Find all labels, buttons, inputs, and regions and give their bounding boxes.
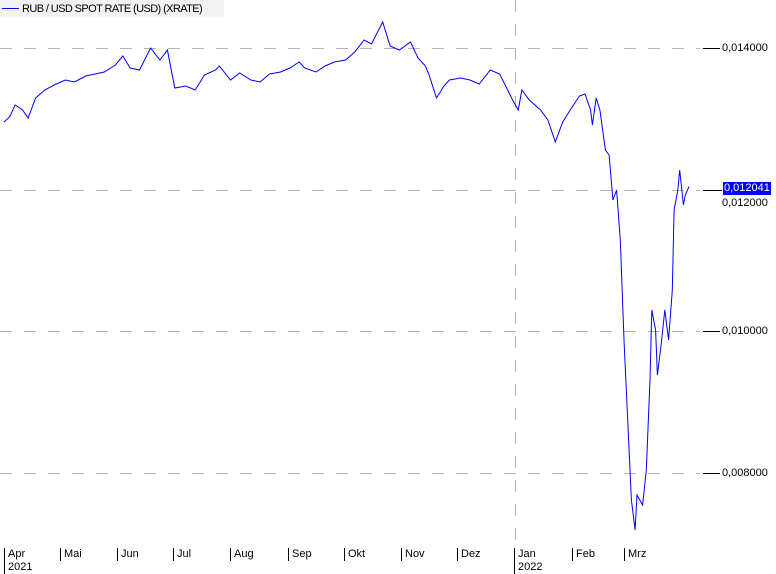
x-tick-label: Nov (401, 548, 425, 561)
x-tick-label: Dez (457, 548, 481, 561)
x-tick-month: Mrz (628, 548, 646, 560)
x-tick-year: 2021 (8, 561, 32, 573)
x-tick-label: Mai (60, 548, 82, 561)
series-line (4, 22, 689, 530)
x-tick-month: Aug (234, 548, 254, 560)
x-tick-month: Jul (177, 548, 191, 560)
x-tick-label: Jul (173, 548, 191, 561)
legend-swatch (2, 8, 19, 9)
x-tick-label: Jun (117, 548, 139, 561)
last-value-label: 0,012041 (723, 182, 771, 195)
x-tick-month: Nov (405, 548, 425, 560)
x-tick-month: Mai (64, 548, 82, 560)
x-tick-month: Okt (348, 548, 365, 560)
x-tick-month: Jan (518, 548, 536, 560)
x-tick-label: Mrz (624, 548, 646, 561)
y-tick-label: 0,008000 (722, 467, 768, 480)
x-tick-month: Dez (461, 548, 481, 560)
x-tick-month: Sep (292, 548, 312, 560)
y-tick-label: 0,014000 (722, 42, 768, 55)
x-tick-label: Okt (344, 548, 365, 561)
x-tick-month: Jun (121, 548, 139, 560)
x-tick-label: Sep (288, 548, 312, 561)
x-tick-month: Feb (576, 548, 595, 560)
x-tick-label: Feb (572, 548, 595, 561)
legend-label: RUB / USD SPOT RATE (USD) (XRATE) (22, 3, 202, 15)
y-tick-label: 0,012000 (722, 197, 768, 210)
x-tick-year: 2022 (518, 561, 542, 573)
y-tick-label: 0,010000 (722, 325, 768, 338)
legend: RUB / USD SPOT RATE (USD) (XRATE) (0, 0, 224, 17)
x-tick-label: Aug (230, 548, 254, 561)
x-tick-month: Apr (8, 548, 25, 560)
